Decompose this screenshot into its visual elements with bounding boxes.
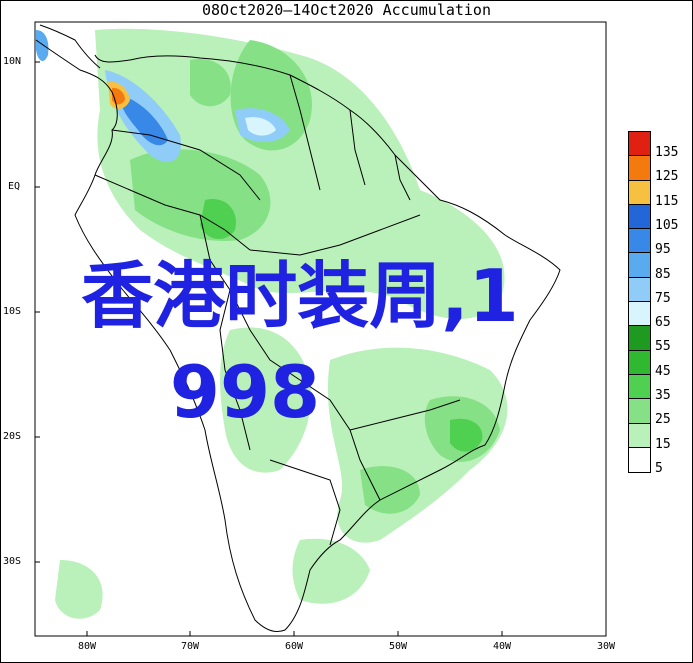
legend-level-label: 85 bbox=[655, 266, 671, 282]
legend-level-label: 135 bbox=[655, 145, 679, 160]
lat-label: 10S bbox=[3, 306, 22, 317]
overlay-line-1: 香港时装周,1 bbox=[81, 254, 519, 338]
precip-shading bbox=[36, 28, 508, 619]
lon-label: 50W bbox=[388, 641, 408, 652]
legend-swatch bbox=[629, 132, 650, 157]
legend-swatch bbox=[629, 156, 650, 181]
legend-level-label: 105 bbox=[655, 217, 679, 233]
overlay-line-2: 998 bbox=[169, 350, 321, 434]
legend-level-label: 35 bbox=[655, 388, 671, 403]
legend-swatch bbox=[629, 302, 650, 327]
map-title: 08Oct2020—14Oct2020 Accumulation bbox=[202, 1, 491, 19]
legend-level-label: 65 bbox=[655, 315, 671, 331]
legend-level-label: 25 bbox=[655, 412, 671, 428]
legend-swatch bbox=[629, 180, 650, 205]
lon-label: 40W bbox=[492, 641, 512, 652]
legend-swatch bbox=[629, 350, 650, 375]
color-legend bbox=[628, 131, 651, 474]
lon-label: 60W bbox=[284, 641, 304, 652]
axis-ticks bbox=[35, 61, 607, 636]
legend-swatch bbox=[629, 277, 650, 303]
legend-level-label: 125 bbox=[655, 169, 679, 185]
legend-swatch bbox=[629, 399, 650, 424]
legend-level-label: 55 bbox=[655, 339, 671, 355]
lat-label: 30S bbox=[3, 556, 22, 567]
legend-swatch bbox=[629, 423, 650, 448]
legend-swatch bbox=[629, 204, 650, 230]
lat-label: EQ bbox=[8, 181, 21, 192]
lon-label: 80W bbox=[77, 641, 97, 652]
legend-level-label: 115 bbox=[655, 193, 679, 209]
lon-label: 70W bbox=[180, 641, 200, 652]
legend-swatch bbox=[629, 229, 650, 254]
legend-level-label: 95 bbox=[655, 242, 671, 258]
coastlines bbox=[35, 24, 561, 633]
legend-level-label: 75 bbox=[655, 290, 671, 306]
legend-level-label: 5 bbox=[655, 460, 663, 476]
legend-swatch bbox=[629, 326, 650, 351]
lat-label: 20S bbox=[3, 431, 22, 442]
legend-level-label: 45 bbox=[655, 363, 671, 379]
legend-level-label: 15 bbox=[655, 436, 671, 452]
lon-label: 30W bbox=[596, 641, 616, 652]
overlay-watermark-text: 香港时装周,1 998 bbox=[0, 248, 600, 440]
legend-swatch bbox=[629, 447, 650, 473]
legend-swatch bbox=[629, 253, 650, 278]
lat-label: 10N bbox=[3, 56, 22, 67]
legend-swatch bbox=[629, 374, 650, 400]
